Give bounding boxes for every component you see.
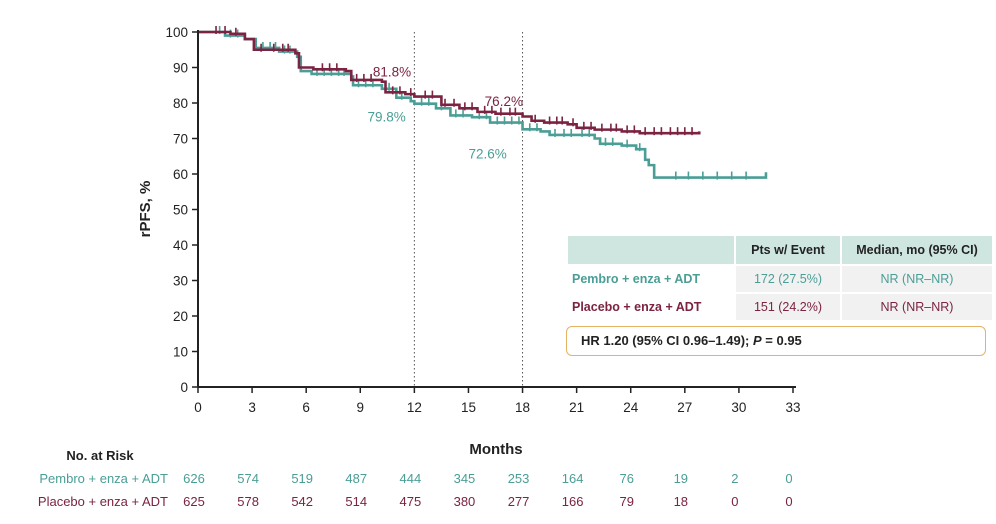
y-tick-label-20: 20 — [173, 309, 188, 324]
y-ticks: 0 10 20 30 40 50 60 70 80 90 100 — [165, 25, 198, 395]
at-risk-value-pembro-9: 487 — [345, 471, 367, 486]
hr-p-label: P — [752, 333, 762, 348]
at-risk-value-placebo-18: 277 — [508, 494, 530, 509]
curve-placebo — [198, 30, 701, 135]
at-risk-value-placebo-15: 380 — [454, 494, 476, 509]
at-risk-value-placebo-6: 542 — [291, 494, 313, 509]
at-risk-value-pembro-27: 19 — [674, 471, 688, 486]
at-risk-value-placebo-3: 578 — [237, 494, 259, 509]
x-tick-label-6: 6 — [302, 400, 310, 415]
annotation-placebo-0: 81.8% — [373, 65, 411, 80]
x-tick-label-18: 18 — [515, 400, 530, 415]
x-tick-label-27: 27 — [677, 400, 692, 415]
y-tick-label-50: 50 — [173, 203, 188, 218]
y-tick-label-80: 80 — [173, 96, 188, 111]
at-risk-value-placebo-30: 0 — [731, 494, 738, 509]
x-tick-label-0: 0 — [194, 400, 202, 415]
at-risk-value-pembro-0: 626 — [183, 471, 205, 486]
at-risk-value-placebo-27: 18 — [674, 494, 688, 509]
legend-median-pembro: NR (NR–NR) — [842, 266, 992, 292]
y-tick-label-40: 40 — [173, 238, 188, 253]
at-risk-value-pembro-18: 253 — [508, 471, 530, 486]
legend-label-placebo: Placebo + enza + ADT — [572, 300, 702, 314]
y-tick-label-60: 60 — [173, 167, 188, 182]
x-tick-label-24: 24 — [623, 400, 639, 415]
x-tick-label-33: 33 — [785, 400, 800, 415]
y-tick-label-100: 100 — [165, 25, 188, 40]
at-risk-value-pembro-3: 574 — [237, 471, 259, 486]
hazard-ratio-box: HR 1.20 (95% CI 0.96–1.49); P = 0.95 — [566, 326, 986, 356]
at-risk-value-pembro-21: 164 — [562, 471, 584, 486]
x-tick-label-12: 12 — [407, 400, 422, 415]
at-risk-value-placebo-24: 79 — [619, 494, 633, 509]
annotations: 81.8% 79.8% 76.2% 72.6% — [367, 65, 522, 162]
annotation-pembro-3: 72.6% — [468, 146, 506, 161]
x-tick-label-30: 30 — [731, 400, 746, 415]
at-risk-value-placebo-0: 625 — [183, 494, 205, 509]
at-risk-value-pembro-12: 444 — [400, 471, 422, 486]
x-axis-label: Months — [469, 441, 522, 458]
annotation-pembro-1: 79.8% — [367, 109, 405, 124]
at-risk-title: No. at Risk — [66, 448, 134, 463]
hr-p-value: = 0.95 — [761, 333, 802, 348]
at-risk-value-pembro-24: 76 — [619, 471, 633, 486]
y-axis-label: rPFS, % — [137, 181, 154, 238]
at-risk-label-placebo: Placebo + enza + ADT — [38, 494, 168, 509]
at-risk-value-placebo-9: 514 — [345, 494, 367, 509]
legend-events-pembro: 172 (27.5%) — [736, 266, 840, 292]
y-tick-label-0: 0 — [180, 380, 188, 395]
at-risk-value-placebo-12: 475 — [400, 494, 422, 509]
annotation-placebo-2: 76.2% — [485, 94, 523, 109]
x-tick-label-21: 21 — [569, 400, 584, 415]
x-tick-label-9: 9 — [357, 400, 365, 415]
at-risk-label-pembro: Pembro + enza + ADT — [39, 471, 168, 486]
reference-lines — [413, 32, 524, 387]
legend-events-placebo: 151 (24.2%) — [736, 294, 840, 320]
x-tick-label-3: 3 — [248, 400, 256, 415]
y-tick-label-10: 10 — [173, 345, 188, 360]
legend-header-events: Pts w/ Event — [736, 236, 840, 264]
legend-header-row: Pts w/ Event Median, mo (95% CI) — [568, 236, 992, 264]
y-tick-label-70: 70 — [173, 132, 188, 147]
x-tick-label-15: 15 — [461, 400, 476, 415]
legend-label-pembro: Pembro + enza + ADT — [572, 272, 701, 286]
legend-table: Pts w/ Event Median, mo (95% CI) Pembro … — [566, 234, 994, 322]
at-risk-value-pembro-33: 0 — [785, 471, 792, 486]
hr-prefix: HR 1.20 (95% CI 0.96–1.49); — [581, 333, 753, 348]
y-tick-label-90: 90 — [173, 61, 188, 76]
at-risk-table: No. at Risk Pembro + enza + ADT 626 574 519… — [38, 448, 793, 509]
axes — [197, 30, 796, 388]
legend-row-placebo: Placebo + enza + ADT 151 (24.2%) NR (NR–… — [568, 294, 992, 320]
at-risk-value-pembro-6: 519 — [291, 471, 313, 486]
at-risk-value-placebo-21: 166 — [562, 494, 584, 509]
x-ticks: 0 3 6 9 12 15 18 21 24 27 30 33 — [194, 387, 801, 415]
legend-row-pembro: Pembro + enza + ADT 172 (27.5%) NR (NR–N… — [568, 266, 992, 292]
legend-header-blank — [568, 236, 734, 264]
at-risk-value-pembro-15: 345 — [454, 471, 476, 486]
legend-header-median: Median, mo (95% CI) — [842, 236, 992, 264]
y-tick-label-30: 30 — [173, 274, 188, 289]
survival-curves — [198, 26, 768, 180]
at-risk-value-placebo-33: 0 — [785, 494, 792, 509]
legend-median-placebo: NR (NR–NR) — [842, 294, 992, 320]
at-risk-value-pembro-30: 2 — [731, 471, 738, 486]
